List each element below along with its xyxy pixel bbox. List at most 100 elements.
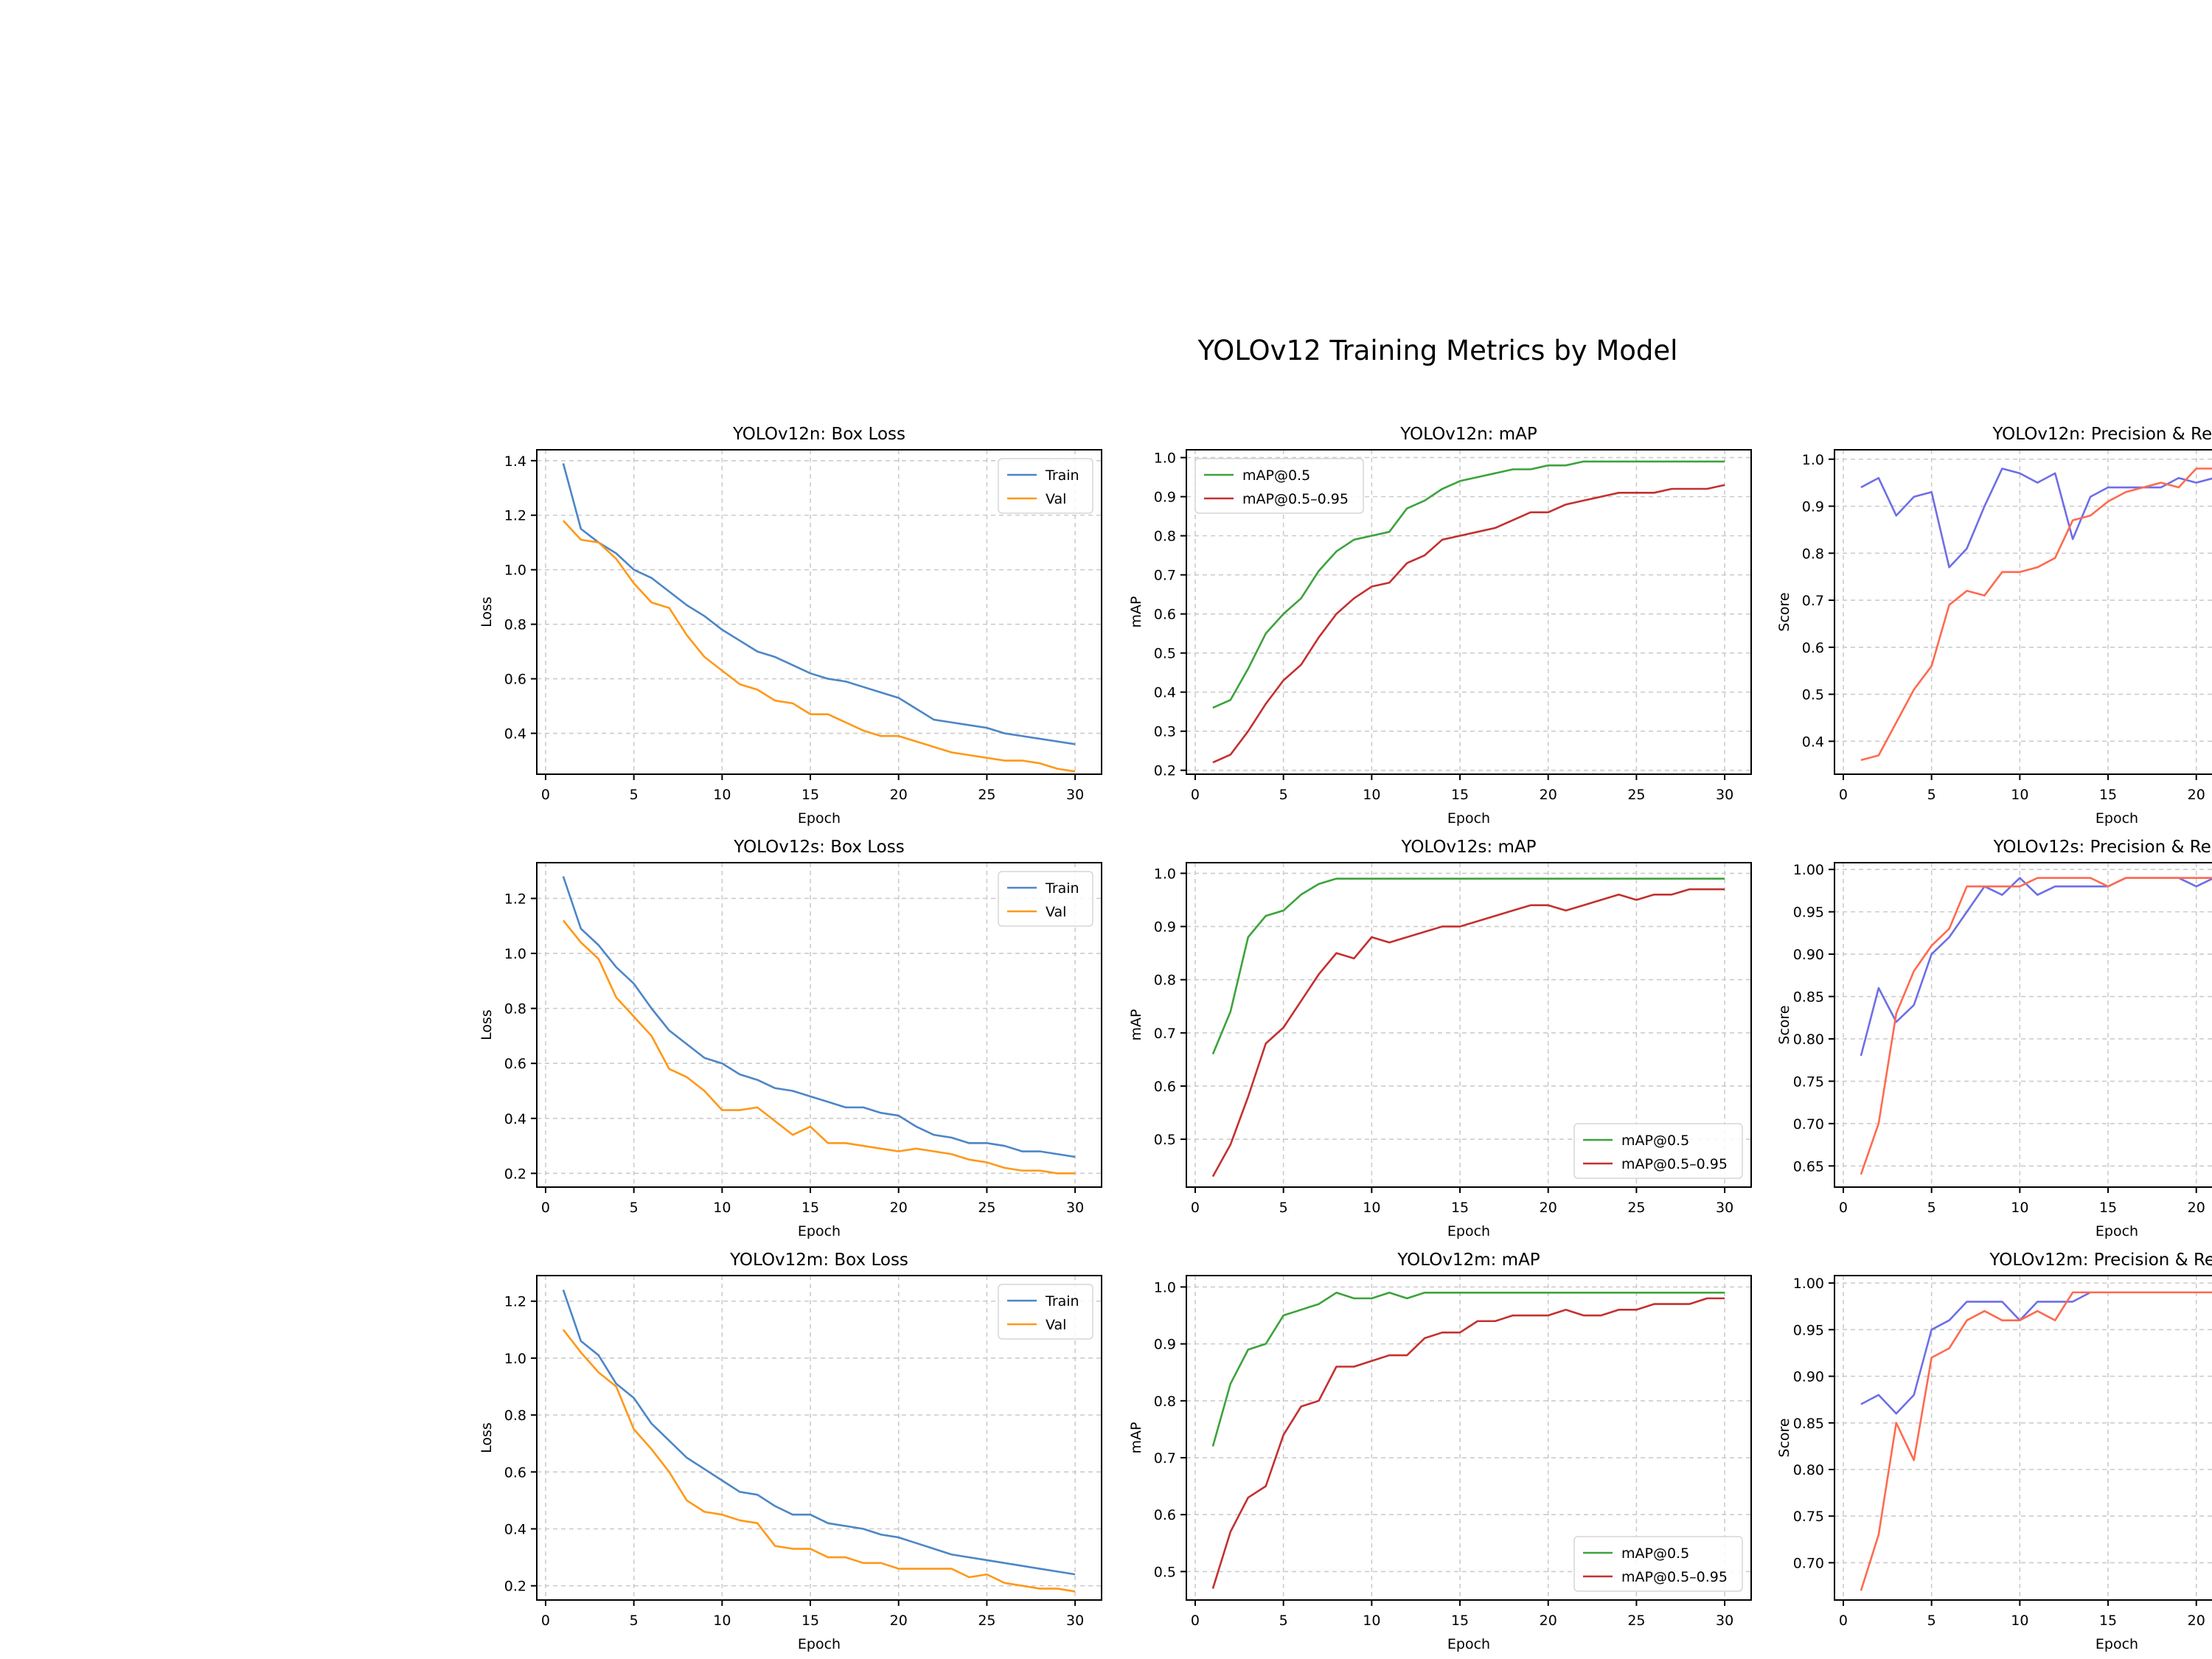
x-tick-label: 0 <box>1191 1200 1200 1216</box>
x-tick-label: 25 <box>978 787 995 803</box>
y-tick-label: 0.7 <box>1154 1450 1176 1467</box>
legend-label: mAP@0.5–0.95 <box>1621 1569 1728 1585</box>
y-axis-label: Loss <box>479 1009 495 1040</box>
legend-label: mAP@0.5 <box>1242 467 1310 484</box>
x-axis-label: Epoch <box>1447 1223 1490 1239</box>
y-tick-label: 0.80 <box>1793 1032 1824 1048</box>
y-tick-label: 0.8 <box>1802 546 1824 562</box>
x-tick-label: 10 <box>1363 1200 1380 1216</box>
y-tick-label: 1.2 <box>504 508 526 524</box>
subplot-title: YOLOv12n: Box Loss <box>732 425 905 444</box>
y-tick-label: 0.8 <box>504 617 526 633</box>
y-tick-label: 0.8 <box>504 1408 526 1424</box>
y-tick-label: 0.4 <box>504 726 526 742</box>
legend-label: Val <box>1046 904 1066 920</box>
x-tick-label: 30 <box>1716 1200 1733 1216</box>
y-tick-label: 0.8 <box>1154 1394 1176 1410</box>
subplot-title: YOLOv12s: Box Loss <box>733 838 904 857</box>
x-tick-label: 30 <box>1716 787 1733 803</box>
series-line-map5095 <box>1212 484 1725 764</box>
y-tick-label: 1.0 <box>1154 451 1176 467</box>
y-tick-label: 1.0 <box>504 1351 526 1367</box>
legend-label: Train <box>1045 1293 1079 1310</box>
plot-frame <box>1834 1275 2212 1601</box>
y-tick-label: 0.80 <box>1793 1462 1824 1478</box>
y-axis-label: Loss <box>479 1422 495 1453</box>
y-tick-label: 1.00 <box>1793 862 1824 878</box>
series-line-recall <box>1860 467 2212 762</box>
y-tick-label: 0.2 <box>504 1166 526 1182</box>
x-tick-label: 0 <box>541 1613 550 1629</box>
subplot-7: 0 5 10 15 20 25 30 0.2 0.4 0.6 0.8 1.0 1.2 YOLOv12m: … <box>479 1251 1102 1652</box>
subplot-title: YOLOv12m: Box Loss <box>729 1251 908 1270</box>
legend-box <box>998 1284 1093 1340</box>
legend: Train Val <box>998 458 1093 514</box>
series-line-map5095 <box>1211 1297 1725 1589</box>
y-tick-label: 0.6 <box>504 1464 526 1481</box>
x-axis-label: Epoch <box>1447 810 1490 827</box>
plot-frame <box>1186 1275 1752 1601</box>
x-tick-label: 5 <box>630 787 639 803</box>
x-tick-label: 15 <box>2099 1613 2117 1629</box>
y-tick-label: 0.4 <box>1154 685 1176 701</box>
x-tick-label: 15 <box>801 1613 819 1629</box>
y-tick-label: 1.0 <box>1154 1279 1176 1295</box>
y-axis-label: Score <box>1776 592 1792 631</box>
subplot-title: YOLOv12s: Precision & Recall <box>1993 838 2212 857</box>
x-tick-label: 10 <box>2011 1200 2028 1216</box>
legend: Train Val <box>998 871 1093 927</box>
y-axis-label: mAP <box>1128 1009 1144 1041</box>
x-tick-label: 30 <box>1066 1613 1084 1629</box>
x-tick-label: 20 <box>1540 1613 1557 1629</box>
x-tick-label: 15 <box>801 1200 819 1216</box>
y-tick-label: 0.5 <box>1154 646 1176 662</box>
plot-frame <box>536 1275 1102 1601</box>
subplot-9: 0510152025300.700.750.800.850.900.951.00… <box>1776 1251 2212 1652</box>
subplot-8: 0 5 10 15 20 25 30 0.5 0.6 0.7 0.8 0.9 1.0 YOLOv12m: … <box>1128 1251 1752 1652</box>
subplot-title: YOLOv12m: Precision & Recall <box>1989 1251 2212 1270</box>
x-axis-label: Epoch <box>2096 1223 2138 1239</box>
x-tick-label: 25 <box>978 1613 995 1629</box>
y-tick-label: 0.2 <box>504 1579 526 1595</box>
x-tick-label: 5 <box>1927 1200 1936 1216</box>
subplot-title: YOLOv12s: mAP <box>1401 838 1537 857</box>
legend-label: Train <box>1045 880 1079 897</box>
y-tick-label: 0.9 <box>1154 1337 1176 1353</box>
x-tick-label: 20 <box>890 1200 908 1216</box>
y-tick-label: 0.6 <box>1802 640 1824 656</box>
x-tick-label: 10 <box>2011 787 2028 803</box>
series-line-map50 <box>1211 877 1725 1055</box>
y-tick-label: 0.9 <box>1154 490 1176 506</box>
legend-box <box>1573 1123 1743 1179</box>
x-tick-label: 20 <box>2188 787 2205 803</box>
y-tick-label: 0.5 <box>1154 1132 1176 1148</box>
y-tick-label: 1.0 <box>1802 452 1824 468</box>
x-tick-label: 15 <box>801 787 819 803</box>
x-tick-label: 5 <box>1279 787 1288 803</box>
y-tick-label: 0.7 <box>1154 1026 1176 1042</box>
y-tick-label: 1.2 <box>504 1294 526 1310</box>
legend-label: mAP@0.5–0.95 <box>1242 491 1349 507</box>
y-tick-label: 0.85 <box>1793 1416 1824 1432</box>
series-line-map50 <box>1212 460 1725 709</box>
x-tick-label: 25 <box>1627 1613 1645 1629</box>
x-tick-label: 20 <box>890 1613 908 1629</box>
plot-frame <box>536 449 1102 775</box>
x-axis-label: Epoch <box>798 1223 841 1239</box>
x-tick-label: 25 <box>978 1200 995 1216</box>
subplot-5: 0 5 10 15 20 25 30 0.5 0.6 0.7 0.8 0.9 1.0 YOLOv12s: … <box>1128 838 1752 1239</box>
legend-label: Val <box>1046 491 1066 507</box>
legend-label: Val <box>1046 1317 1066 1333</box>
x-tick-label: 5 <box>1927 1613 1936 1629</box>
y-tick-label: 1.00 <box>1793 1276 1824 1292</box>
y-tick-label: 1.0 <box>504 946 526 962</box>
y-tick-label: 0.4 <box>1802 734 1824 750</box>
series-line-val <box>562 520 1076 773</box>
x-tick-label: 20 <box>1540 1200 1557 1216</box>
series-line-map50 <box>1211 1291 1725 1447</box>
x-tick-label: 10 <box>1363 787 1380 803</box>
legend-box <box>1194 458 1364 514</box>
x-tick-label: 30 <box>1066 787 1084 803</box>
x-tick-label: 0 <box>1839 787 1848 803</box>
